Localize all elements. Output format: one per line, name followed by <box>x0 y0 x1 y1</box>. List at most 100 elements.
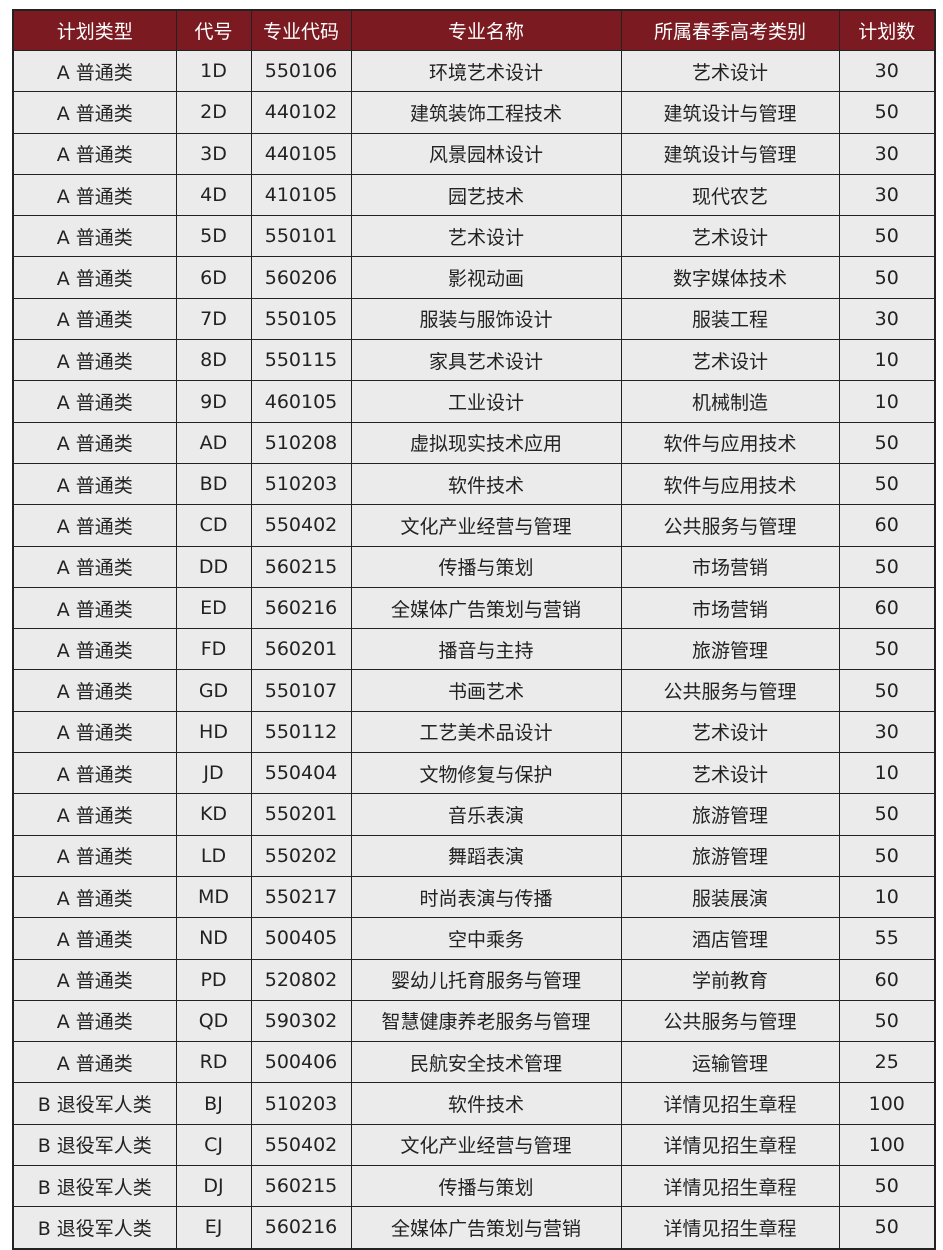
cell-plan-type: A 普通类 <box>12 91 177 134</box>
cell-major-name: 播音与主持 <box>350 628 622 671</box>
table-row: A 普通类 9D 460105 工业设计 机械制造 10 <box>12 380 936 423</box>
table-row: A 普通类 LD 550202 舞蹈表演 旅游管理 50 <box>12 834 936 877</box>
cell-category: 艺术设计 <box>620 215 840 258</box>
cell-plan-count: 60 <box>838 504 936 547</box>
cell-category: 服装展演 <box>620 875 840 919</box>
cell-plan-type: A 普通类 <box>12 421 177 464</box>
cell-major-name: 建筑装饰工程技术 <box>350 91 622 134</box>
cell-major-code: 510203 <box>250 1082 352 1125</box>
cell-code: 4D <box>175 173 252 217</box>
cell-plan-type: A 普通类 <box>12 1041 177 1084</box>
table-row: A 普通类 DD 560215 传播与策划 市场营销 50 <box>12 545 936 588</box>
table-row: A 普通类 4D 410105 园艺技术 现代农艺 30 <box>12 173 936 217</box>
table-row: A 普通类 ED 560216 全媒体广告策划与营销 市场营销 60 <box>12 586 936 630</box>
table-row: A 普通类 AD 510208 虚拟现实技术应用 软件与应用技术 50 <box>12 421 936 464</box>
cell-code: HD <box>175 710 252 754</box>
cell-category: 市场营销 <box>620 545 840 588</box>
cell-plan-type: A 普通类 <box>12 339 177 382</box>
cell-major-code: 410105 <box>250 173 352 217</box>
cell-category: 旅游管理 <box>620 793 840 836</box>
cell-major-name: 文化产业经营与管理 <box>350 504 622 547</box>
cell-plan-count: 50 <box>838 1165 936 1208</box>
column-header-code: 代号 <box>175 9 252 51</box>
cell-category: 详情见招生章程 <box>620 1123 840 1167</box>
cell-category: 建筑设计与管理 <box>620 91 840 134</box>
cell-category: 学前教育 <box>620 958 840 1001</box>
cell-major-code: 500406 <box>250 1041 352 1084</box>
cell-major-code: 440102 <box>250 91 352 134</box>
cell-plan-count: 30 <box>838 297 936 341</box>
table-row: A 普通类 KD 550201 音乐表演 旅游管理 50 <box>12 793 936 836</box>
cell-code: RD <box>175 1041 252 1084</box>
cell-code: 1D <box>175 49 252 93</box>
cell-major-code: 550217 <box>250 875 352 919</box>
cell-code: PD <box>175 958 252 1001</box>
cell-major-code: 550201 <box>250 793 352 836</box>
cell-code: 5D <box>175 215 252 258</box>
cell-plan-type: A 普通类 <box>12 710 177 754</box>
column-header-plan-type: 计划类型 <box>12 9 177 51</box>
table-row: B 退役军人类 EJ 560216 全媒体广告策划与营销 详情见招生章程 50 <box>12 1206 936 1250</box>
cell-plan-count: 50 <box>838 628 936 671</box>
table-row: B 退役军人类 CJ 550402 文化产业经营与管理 详情见招生章程 100 <box>12 1123 936 1167</box>
cell-major-name: 空中乘务 <box>350 917 622 960</box>
cell-major-code: 560215 <box>250 545 352 588</box>
cell-category: 旅游管理 <box>620 628 840 671</box>
cell-code: JD <box>175 752 252 795</box>
cell-code: 7D <box>175 297 252 341</box>
cell-major-code: 550115 <box>250 339 352 382</box>
cell-plan-type: A 普通类 <box>12 504 177 547</box>
cell-plan-count: 50 <box>838 256 936 299</box>
cell-major-code: 520802 <box>250 958 352 1001</box>
cell-plan-type: A 普通类 <box>12 462 177 506</box>
column-header-category: 所属春季高考类别 <box>620 9 840 51</box>
cell-category: 公共服务与管理 <box>620 669 840 712</box>
cell-major-name: 风景园林设计 <box>350 132 622 175</box>
cell-plan-count: 55 <box>838 917 936 960</box>
header-row: 计划类型 代号 专业代码 专业名称 所属春季高考类别 计划数 <box>12 9 936 51</box>
cell-plan-count: 30 <box>838 710 936 754</box>
cell-plan-type: A 普通类 <box>12 49 177 93</box>
cell-plan-count: 10 <box>838 380 936 423</box>
cell-plan-count: 10 <box>838 875 936 919</box>
cell-plan-count: 50 <box>838 1206 936 1250</box>
cell-category: 酒店管理 <box>620 917 840 960</box>
cell-major-code: 550105 <box>250 297 352 341</box>
cell-category: 公共服务与管理 <box>620 504 840 547</box>
cell-category: 艺术设计 <box>620 49 840 93</box>
cell-plan-count: 50 <box>838 793 936 836</box>
cell-code: BD <box>175 462 252 506</box>
cell-category: 市场营销 <box>620 586 840 630</box>
table-row: A 普通类 CD 550402 文化产业经营与管理 公共服务与管理 60 <box>12 504 936 547</box>
cell-plan-type: B 退役军人类 <box>12 1123 177 1167</box>
cell-plan-count: 60 <box>838 958 936 1001</box>
cell-major-code: 560206 <box>250 256 352 299</box>
table-row: A 普通类 3D 440105 风景园林设计 建筑设计与管理 30 <box>12 132 936 175</box>
table-row: A 普通类 ND 500405 空中乘务 酒店管理 55 <box>12 917 936 960</box>
cell-plan-type: A 普通类 <box>12 875 177 919</box>
cell-code: AD <box>175 421 252 464</box>
cell-category: 艺术设计 <box>620 710 840 754</box>
cell-plan-count: 50 <box>838 669 936 712</box>
cell-plan-type: B 退役军人类 <box>12 1206 177 1250</box>
cell-plan-count: 50 <box>838 462 936 506</box>
cell-major-code: 550112 <box>250 710 352 754</box>
cell-plan-count: 50 <box>838 834 936 877</box>
cell-code: KD <box>175 793 252 836</box>
cell-major-name: 时尚表演与传播 <box>350 875 622 919</box>
cell-major-code: 590302 <box>250 999 352 1043</box>
cell-major-name: 舞蹈表演 <box>350 834 622 877</box>
cell-major-name: 文物修复与保护 <box>350 752 622 795</box>
table-row: A 普通类 FD 560201 播音与主持 旅游管理 50 <box>12 628 936 671</box>
cell-category: 机械制造 <box>620 380 840 423</box>
cell-major-code: 560201 <box>250 628 352 671</box>
cell-code: DD <box>175 545 252 588</box>
cell-category: 详情见招生章程 <box>620 1165 840 1208</box>
cell-code: DJ <box>175 1165 252 1208</box>
cell-major-code: 560216 <box>250 586 352 630</box>
cell-plan-type: A 普通类 <box>12 999 177 1043</box>
cell-major-code: 550402 <box>250 504 352 547</box>
table-row: A 普通类 JD 550404 文物修复与保护 艺术设计 10 <box>12 752 936 795</box>
table-row: A 普通类 MD 550217 时尚表演与传播 服装展演 10 <box>12 875 936 919</box>
table-row: A 普通类 2D 440102 建筑装饰工程技术 建筑设计与管理 50 <box>12 91 936 134</box>
